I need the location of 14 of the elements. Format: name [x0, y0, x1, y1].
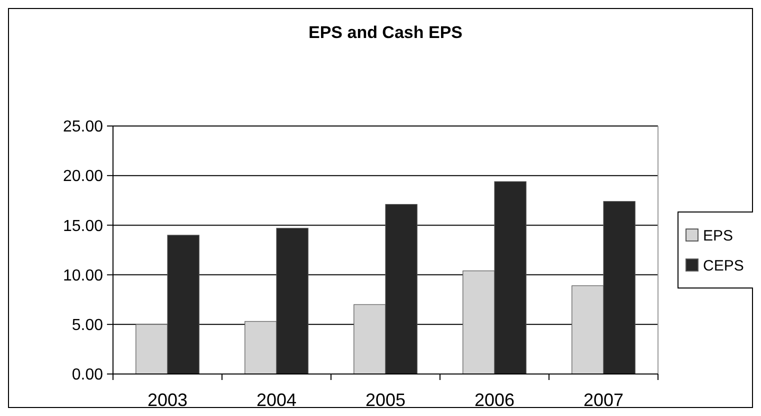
x-tick-label: 2004 — [256, 390, 297, 410]
y-tick-label: 20.00 — [62, 168, 104, 186]
chart-title: EPS and Cash EPS — [308, 23, 462, 42]
x-tick-label: 2005 — [365, 390, 406, 410]
y-tick-label: 5.00 — [72, 317, 104, 334]
legend-label: EPS — [703, 227, 734, 244]
x-tick-label: 2006 — [474, 390, 515, 410]
y-tick-label: 25.00 — [62, 118, 104, 136]
y-tick-label: 0.00 — [72, 366, 104, 384]
legend-label: CEPS — [703, 257, 744, 274]
y-tick-label: 15.00 — [62, 218, 104, 235]
y-tick-label: 10.00 — [62, 267, 104, 284]
x-tick-label: 2007 — [583, 390, 624, 410]
x-tick-label: 2003 — [147, 390, 188, 410]
